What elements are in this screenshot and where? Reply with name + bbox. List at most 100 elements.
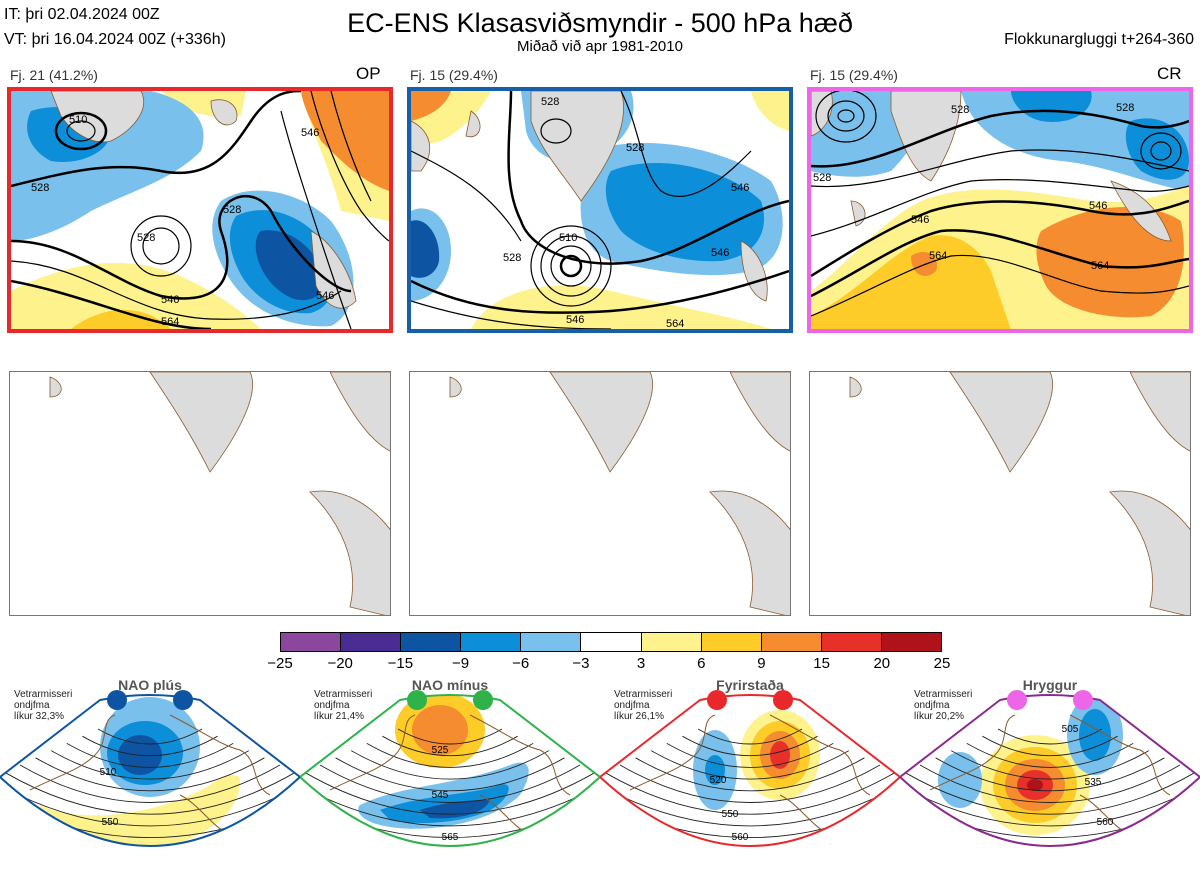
regime-contour-label: 560 [732, 832, 749, 843]
valid-time: VT: þri 16.04.2024 00Z (+336h) [4, 31, 226, 48]
contour-label: 528 [626, 142, 644, 154]
regime-name: Fyrirstaða [716, 677, 784, 693]
regime-marker [1073, 690, 1093, 710]
regime-marker [407, 690, 427, 710]
colorbar-tick-label: −9 [451, 655, 470, 672]
regime-panels: 510 550 NAO plús Vetrarmisseri ondjfma líkur… [0, 675, 1200, 871]
empty-map-3 [809, 371, 1191, 616]
regime-contour-label: 525 [432, 745, 449, 756]
contour-label: 546 [711, 247, 729, 259]
land [811, 91, 1172, 242]
regime-map: 520 550 560 [598, 690, 902, 847]
regime-map: 525 545 565 [298, 690, 602, 847]
regime-marker [1007, 690, 1027, 710]
contour-labels: 528 528 528 510 546 546 546 564 [503, 96, 749, 329]
colorbar-tick-label: −6 [512, 655, 530, 672]
contour-label: 546 [301, 127, 319, 139]
regime-marker [473, 690, 493, 710]
regime-panel: 510 550 NAO plús Vetrarmisseri ondjfma líkur… [0, 675, 302, 871]
regime-note-line: líkur 26,1% [614, 711, 665, 722]
colorbar-bin [641, 633, 702, 651]
contour-label: 546 [566, 314, 584, 326]
colorbar-bin [341, 633, 402, 651]
height-contours [411, 91, 789, 329]
regime-marker [173, 690, 193, 710]
page-subtitle: Miðað við apr 1981-2010 [517, 38, 683, 55]
colorbar-bin [281, 633, 342, 651]
regime-contour-label: 565 [442, 832, 459, 843]
contour-labels: 528 528 528 546 546 564 564 [813, 102, 1134, 272]
initial-time: IT: þri 02.04.2024 00Z [4, 6, 160, 23]
regime-map: 510 550 [0, 690, 302, 847]
colorbar-tick-label: 3 [636, 655, 646, 672]
cluster-3-tag: CR [1157, 64, 1182, 83]
regime-panel: 525 545 565 NAO mínus Vetrarmisseri ondjfma l… [298, 675, 602, 871]
colorbar-tick-label: −3 [572, 655, 590, 672]
regime-contour-label: 545 [432, 790, 449, 801]
colorbar-bin [461, 633, 522, 651]
cluster-2-label: Fj. 15 (29.4%) [410, 67, 498, 83]
cluster-3-label: Fj. 15 (29.4%) [810, 67, 898, 83]
regime-note-line: líkur 32,3% [14, 711, 65, 722]
height-contours [11, 91, 389, 329]
contour-label: 528 [503, 252, 521, 264]
contour-label: 546 [316, 290, 334, 302]
regime-contour-label: 535 [1085, 777, 1102, 788]
contour-label: 564 [666, 318, 684, 329]
contour-label: 546 [1089, 200, 1107, 212]
regime-name: NAO mínus [411, 677, 489, 693]
contour-labels: 510 528 528 528 546 546 546 564 [31, 114, 334, 328]
regime-note-line: ondjfma [314, 700, 350, 711]
colorbar [280, 632, 942, 652]
regime-contour-label: 550 [102, 817, 119, 828]
regime-contour-label: 510 [100, 767, 117, 778]
regime-note-line: Vetrarmisseri [14, 689, 73, 700]
colorbar-tick-label: −25 [267, 655, 293, 672]
colorbar-tick-label: 15 [813, 655, 830, 672]
page-title: EC-ENS Klasasviðsmyndir - 500 hPa hæð [347, 8, 853, 38]
anomaly-shading [11, 91, 389, 329]
regime-contour-label: 520 [710, 775, 727, 786]
regime-marker [773, 690, 793, 710]
regime-marker [107, 690, 127, 710]
colorbar-tick-label: 20 [873, 655, 891, 672]
colorbar-tick-label: −15 [387, 655, 414, 672]
contour-label: 528 [223, 204, 241, 216]
contour-label: 528 [137, 232, 155, 244]
colorbar-bin [701, 633, 762, 651]
empty-map-1 [9, 371, 391, 616]
contour-label: 510 [559, 232, 577, 244]
regime-note-line: líkur 21,4% [314, 711, 365, 722]
regime-note-line: ondjfma [914, 700, 950, 711]
regime-note-line: ondjfma [14, 700, 50, 711]
anomaly-shading [411, 91, 789, 329]
regime-contour-label: 560 [1097, 817, 1114, 828]
cluster-1-map: 510 528 528 528 546 546 546 564 [7, 87, 393, 333]
colorbar-bin [881, 633, 942, 651]
colorbar-ticks: −25 −20 −15 −9 −6 −3 3 6 9 15 20 25 [267, 655, 950, 675]
clustering-window: Flokkunargluggi t+264-360 [1004, 31, 1194, 48]
contour-label: 546 [731, 182, 749, 194]
contour-label: 564 [161, 316, 179, 328]
regime-note-line: Vetrarmisseri [914, 689, 973, 700]
colorbar-bin [821, 633, 882, 651]
regime-name: NAO plús [118, 677, 182, 693]
colorbar-bin [521, 633, 582, 651]
contour-label: 546 [161, 294, 179, 306]
cluster-2-map: 528 528 528 510 546 546 546 564 [407, 87, 793, 333]
cluster-3-map: 528 528 528 546 546 564 564 [807, 87, 1193, 333]
contour-label: 528 [541, 96, 559, 108]
colorbar-tick-label: 25 [933, 655, 951, 672]
regime-marker [707, 690, 727, 710]
colorbar-bin [761, 633, 822, 651]
colorbar-tick-label: 6 [697, 655, 706, 672]
contour-label: 528 [951, 104, 969, 116]
contour-label: 528 [813, 172, 831, 184]
empty-map-2 [409, 371, 791, 616]
regime-note-line: ondjfma [614, 700, 650, 711]
contour-label: 510 [69, 114, 87, 126]
regime-note-line: Vetrarmisseri [314, 689, 373, 700]
regime-contour-label: 505 [1062, 724, 1079, 735]
cluster-1-tag: OP [356, 64, 381, 83]
height-contours [811, 91, 1189, 317]
